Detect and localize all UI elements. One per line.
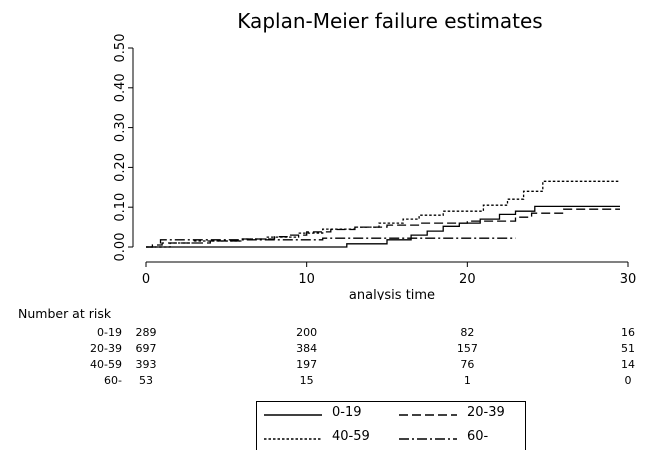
risk-cell: 697	[135, 342, 157, 355]
x-tick-label: 10	[298, 272, 315, 287]
y-tick-label: 0.10	[113, 193, 128, 222]
risk-cell: 53	[139, 374, 153, 387]
y-tick-label: 0.00	[113, 233, 128, 262]
risk-cell: 1	[463, 374, 471, 387]
x-tick-label: 30	[620, 272, 637, 287]
series-line-60	[146, 237, 516, 248]
legend-line-sample	[264, 414, 322, 416]
risk-row-label: 40-59	[90, 358, 122, 371]
legend-label: 60-	[467, 429, 489, 444]
x-tick-label: 20	[459, 272, 476, 287]
legend-label: 20-39	[467, 405, 505, 420]
risk-cell: 197	[296, 358, 318, 371]
risk-cell: 51	[621, 342, 635, 355]
y-tick-label: 0.50	[113, 34, 128, 63]
risk-row-label: 0-19	[97, 326, 122, 339]
risk-table-heading: Number at risk	[18, 306, 112, 321]
legend-line-sample	[399, 414, 457, 416]
series-line-4059	[146, 180, 620, 248]
km-plot: 0.00 0.10 0.20 0.30 0.40 0.50 0 10 20 30 analysis …	[113, 34, 637, 300]
legend-line-sample	[399, 438, 457, 440]
chart-title: Kaplan-Meier failure estimates	[237, 9, 543, 33]
legend-line-sample	[264, 438, 322, 440]
x-tick-label: 0	[142, 272, 150, 287]
risk-cell: 14	[621, 358, 635, 371]
series-line-019	[146, 205, 620, 248]
y-tick-label: 0.40	[113, 73, 128, 102]
risk-cell: 76	[460, 358, 475, 371]
risk-cell: 16	[621, 326, 635, 339]
series-line-2039	[146, 208, 620, 248]
risk-cell: 82	[460, 326, 475, 339]
risk-cell: 393	[135, 358, 157, 371]
y-tick-label: 0.30	[113, 113, 128, 142]
risk-cell: 157	[456, 342, 478, 355]
risk-row-label: 20-39	[90, 342, 122, 355]
risk-row-label: 60-	[104, 374, 122, 387]
legend: 0-19 20-39 40-59 60-	[256, 401, 526, 450]
risk-cell: 200	[296, 326, 318, 339]
x-axis-label: analysis time	[349, 288, 435, 300]
risk-cell: 289	[135, 326, 157, 339]
legend-label: 0-19	[332, 405, 362, 420]
y-tick-label: 0.20	[113, 153, 128, 182]
risk-cell: 384	[296, 342, 318, 355]
risk-cell: 15	[299, 374, 314, 387]
risk-cell: 0	[624, 374, 632, 387]
legend-label: 40-59	[332, 429, 370, 444]
